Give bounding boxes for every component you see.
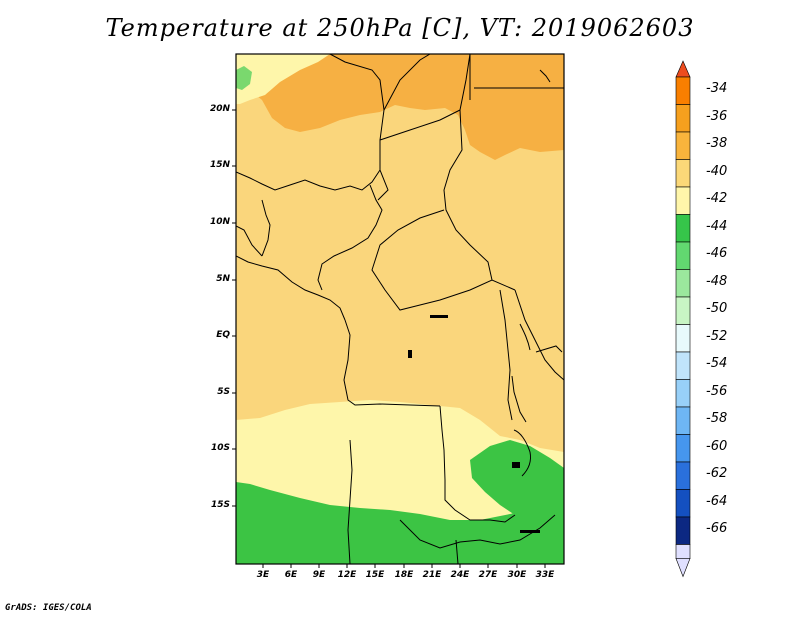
map-frame bbox=[235, 53, 565, 565]
lat-label-15s: 15S bbox=[210, 500, 230, 510]
lon-label-18e: 18E bbox=[394, 570, 414, 580]
lat-label-20n: 20N bbox=[209, 104, 230, 114]
lat-label-10n: 10N bbox=[209, 217, 230, 227]
colorbar-level-label: -52 bbox=[706, 328, 728, 344]
temperature-field-warm-nw bbox=[236, 54, 330, 104]
colorbar-level-label: -38 bbox=[706, 136, 728, 151]
colorbar-level-label: -60 bbox=[706, 438, 728, 454]
colorbar-box bbox=[675, 461, 691, 490]
temperature-field-green-east bbox=[470, 440, 564, 520]
colorbar-level-label: -46 bbox=[706, 246, 728, 261]
colorbar-box bbox=[675, 544, 691, 559]
temperature-field-warm-ne-spot bbox=[520, 250, 564, 290]
colorbar-box bbox=[675, 434, 691, 463]
colorbar-level-label: -42 bbox=[706, 191, 728, 206]
colorbar-level-label: -40 bbox=[706, 163, 728, 179]
lon-label-9e: 9E bbox=[312, 570, 326, 580]
temperature-field-warm-north bbox=[236, 54, 564, 160]
lat-label-5n: 5N bbox=[216, 274, 230, 284]
colorbar-box bbox=[675, 104, 691, 133]
lon-label-30e: 30E bbox=[507, 570, 527, 580]
chart-title: Temperature at 250hPa [C], VT: 201906260… bbox=[105, 14, 695, 42]
colorbar-box bbox=[675, 214, 691, 243]
colorbar-box bbox=[675, 241, 691, 270]
lon-label-3e: 3E bbox=[256, 570, 270, 580]
lat-label-eq: EQ bbox=[216, 330, 230, 340]
colorbar-box bbox=[675, 489, 691, 518]
colorbar-box bbox=[675, 186, 691, 215]
colorbar-level-label: -48 bbox=[706, 273, 728, 289]
colorbar-level-label: -34 bbox=[706, 81, 728, 96]
colorbar-level-label: -56 bbox=[706, 383, 728, 399]
colorbar-level-label: -54 bbox=[706, 356, 728, 371]
lat-label-15n: 15N bbox=[209, 160, 230, 170]
colorbar-box bbox=[675, 406, 691, 435]
colorbar-level-label: -64 bbox=[706, 493, 728, 509]
grads-credit: GrADS: IGES/COLA bbox=[5, 603, 92, 613]
colorbar-bottom-cap bbox=[675, 558, 691, 578]
colorbar-box bbox=[675, 269, 691, 298]
lon-label-12e: 12E bbox=[337, 570, 357, 580]
lat-label-5s: 5S bbox=[217, 387, 230, 397]
colorbar-level-label: -66 bbox=[706, 521, 728, 536]
colorbar-box bbox=[675, 351, 691, 380]
colorbar-level-label: -50 bbox=[706, 301, 728, 316]
lat-label-10s: 10S bbox=[210, 443, 230, 453]
lake-markers bbox=[408, 315, 540, 533]
colorbar-box bbox=[675, 76, 691, 105]
colorbar-level-label: -36 bbox=[706, 108, 728, 124]
colorbar-level-label: -62 bbox=[706, 466, 728, 481]
colorbar-box bbox=[675, 296, 691, 325]
lon-label-21e: 21E bbox=[422, 570, 442, 580]
lon-label-6e: 6E bbox=[284, 570, 298, 580]
colorbar-box bbox=[675, 159, 691, 188]
colorbar-box bbox=[675, 516, 691, 545]
colorbar-box bbox=[675, 131, 691, 160]
country-borders bbox=[236, 54, 564, 564]
colorbar-box bbox=[675, 324, 691, 353]
lon-ticks bbox=[262, 564, 546, 568]
temperature-field-light-green bbox=[236, 66, 252, 90]
temperature-field-green-south bbox=[236, 482, 564, 564]
colorbar-level-label: -58 bbox=[706, 411, 728, 426]
lon-label-27e: 27E bbox=[478, 570, 498, 580]
lon-label-33e: 33E bbox=[535, 570, 555, 580]
colorbar-box bbox=[675, 379, 691, 408]
lat-ticks bbox=[232, 109, 236, 507]
lon-label-15e: 15E bbox=[365, 570, 385, 580]
lon-label-24e: 24E bbox=[450, 570, 470, 580]
colorbar-level-label: -44 bbox=[706, 218, 728, 234]
colorbar-top-cap bbox=[675, 60, 691, 78]
